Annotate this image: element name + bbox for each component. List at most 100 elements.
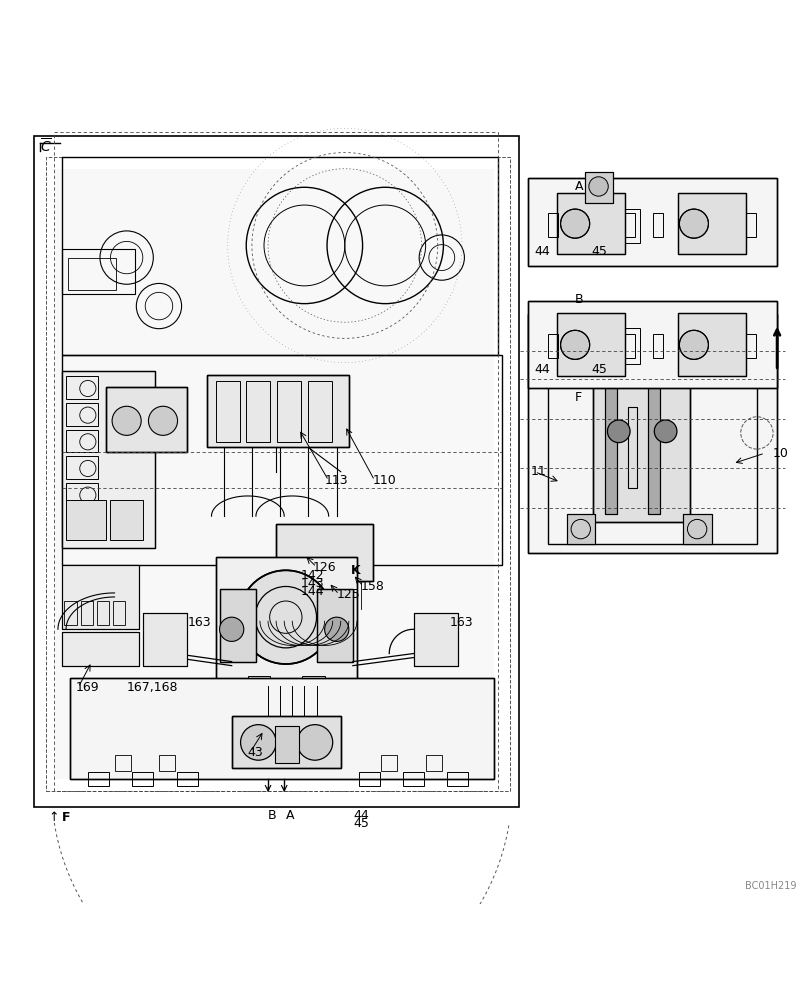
Bar xyxy=(276,524,372,581)
Circle shape xyxy=(654,420,676,443)
Bar xyxy=(547,213,557,237)
Bar xyxy=(231,716,341,768)
Text: $\overline{C}$: $\overline{C}$ xyxy=(40,137,52,155)
Bar xyxy=(413,613,457,666)
Bar xyxy=(62,157,498,355)
Bar xyxy=(159,755,175,771)
Bar xyxy=(110,500,143,540)
Text: 144: 144 xyxy=(300,585,324,598)
Bar xyxy=(106,387,187,452)
Text: 45: 45 xyxy=(590,363,607,376)
Bar xyxy=(246,381,270,442)
Bar xyxy=(215,557,357,682)
Bar xyxy=(307,381,332,442)
Bar xyxy=(97,601,109,625)
Circle shape xyxy=(112,406,141,435)
Circle shape xyxy=(297,725,333,760)
Text: F: F xyxy=(574,391,581,404)
Bar xyxy=(114,755,131,771)
Bar xyxy=(88,772,109,786)
Bar xyxy=(584,172,612,203)
Text: 45: 45 xyxy=(353,817,368,830)
Bar xyxy=(677,313,745,376)
Text: K: K xyxy=(350,564,359,577)
Bar xyxy=(66,376,98,399)
Bar xyxy=(624,334,634,358)
Bar xyxy=(624,328,639,364)
Bar xyxy=(745,213,755,237)
Bar xyxy=(556,313,624,376)
Text: A: A xyxy=(574,180,583,193)
Bar xyxy=(528,301,776,388)
Bar xyxy=(66,456,98,479)
Bar xyxy=(277,381,301,442)
Bar xyxy=(677,313,745,376)
Bar xyxy=(247,676,270,687)
Bar xyxy=(588,329,689,363)
Bar xyxy=(113,601,125,625)
Bar xyxy=(413,613,457,666)
Circle shape xyxy=(607,420,629,443)
Bar xyxy=(70,678,494,779)
Bar xyxy=(219,589,255,662)
Circle shape xyxy=(238,570,333,664)
Text: 44: 44 xyxy=(353,809,368,822)
Bar xyxy=(276,524,372,581)
Circle shape xyxy=(560,209,589,238)
Bar xyxy=(54,169,494,779)
Bar xyxy=(556,193,624,254)
Bar xyxy=(316,589,353,662)
Bar xyxy=(425,755,441,771)
Bar xyxy=(683,514,710,544)
Circle shape xyxy=(679,209,707,238)
Bar xyxy=(106,387,187,452)
Bar xyxy=(66,483,98,506)
Bar xyxy=(547,334,557,358)
Bar xyxy=(560,326,608,367)
Bar xyxy=(528,178,776,266)
Bar xyxy=(624,213,634,237)
Text: 11: 11 xyxy=(530,465,546,478)
Bar xyxy=(566,514,594,544)
Bar xyxy=(215,557,357,682)
Bar xyxy=(80,601,92,625)
Text: B: B xyxy=(268,809,277,822)
Text: 44: 44 xyxy=(534,245,550,258)
Text: 158: 158 xyxy=(361,580,384,593)
Bar xyxy=(231,716,341,768)
Bar xyxy=(677,193,745,254)
Text: 113: 113 xyxy=(324,474,348,487)
Text: 169: 169 xyxy=(75,681,99,694)
Bar xyxy=(34,136,518,807)
Bar xyxy=(556,313,624,376)
Circle shape xyxy=(324,617,349,641)
Bar xyxy=(207,375,349,447)
Bar xyxy=(66,500,106,540)
Text: BC01H219: BC01H219 xyxy=(744,881,796,891)
Bar xyxy=(45,157,510,791)
Text: B: B xyxy=(574,293,583,306)
Bar xyxy=(207,375,349,447)
Bar xyxy=(143,613,187,666)
Bar xyxy=(447,772,468,786)
Bar xyxy=(64,601,76,625)
Bar xyxy=(62,355,502,565)
Circle shape xyxy=(219,617,243,641)
Bar xyxy=(316,589,353,662)
Bar xyxy=(669,326,717,367)
Circle shape xyxy=(148,406,178,435)
Bar xyxy=(653,213,663,237)
Text: 43: 43 xyxy=(247,746,264,759)
Bar xyxy=(62,632,139,666)
Bar xyxy=(62,371,155,548)
Bar xyxy=(402,772,423,786)
Bar xyxy=(302,676,324,687)
Circle shape xyxy=(240,725,276,760)
Circle shape xyxy=(679,330,707,359)
Bar xyxy=(628,407,636,488)
Bar xyxy=(592,364,689,522)
Bar xyxy=(70,678,494,779)
Text: $\uparrow$F: $\uparrow$F xyxy=(45,810,71,824)
Bar xyxy=(592,364,689,522)
Text: 143: 143 xyxy=(300,577,324,590)
